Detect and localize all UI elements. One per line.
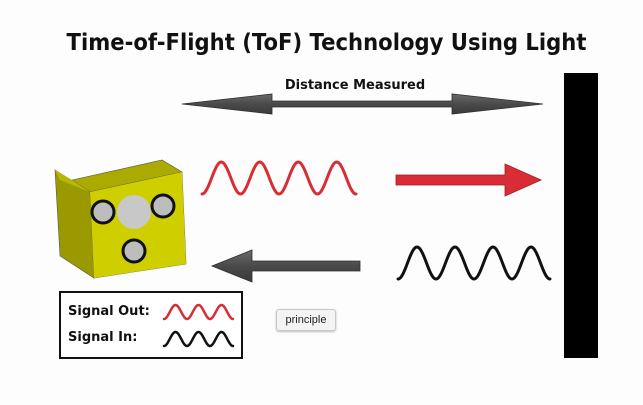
legend-signal-in-label: Signal In: (68, 330, 138, 345)
legend-signal-out-wave (162, 303, 235, 321)
sensor-emitter-lens (117, 195, 151, 229)
signal-out-wave (200, 160, 358, 196)
tooltip-principle: principle (276, 309, 336, 331)
legend-box (59, 291, 243, 359)
sensor-lens-left (90, 199, 116, 225)
return-arrow (210, 249, 361, 283)
sensor-lens-bottom (121, 238, 147, 264)
legend-signal-out-label: Signal Out: (68, 304, 150, 319)
legend-signal-in-wave (162, 330, 235, 348)
distance-arrow (181, 93, 544, 115)
diagram-title: Time-of-Flight (ToF) Technology Using Li… (66, 30, 587, 56)
distance-label: Distance Measured (284, 78, 426, 93)
signal-in-wave (396, 245, 552, 281)
target-wall (564, 73, 598, 358)
tof-sensor (54, 159, 187, 279)
sensor-lens-right (150, 193, 176, 219)
outgoing-arrow (395, 163, 542, 197)
